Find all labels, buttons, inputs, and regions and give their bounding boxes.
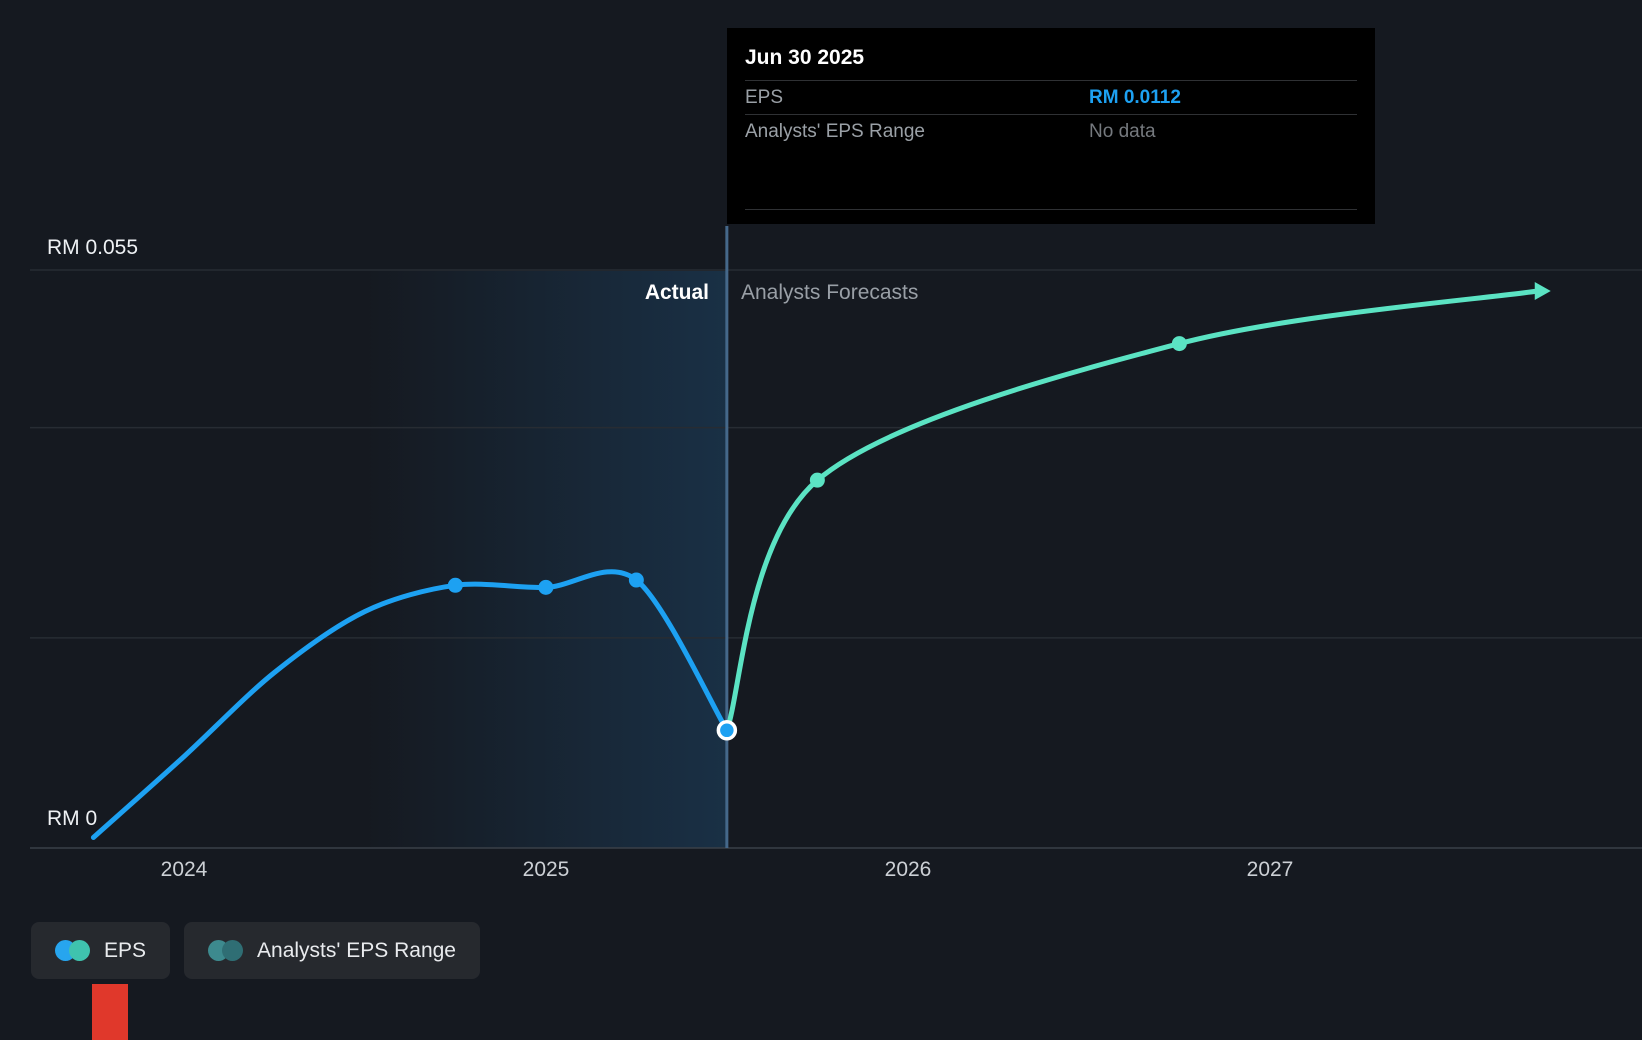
tooltip-row-eps: EPS RM 0.0112 — [745, 81, 1357, 114]
tooltip-range-value: No data — [1089, 120, 1156, 142]
tooltip-eps-value: RM 0.0112 — [1089, 86, 1181, 108]
x-tick-2026: 2026 — [884, 858, 932, 881]
tooltip-divider — [745, 114, 1357, 115]
current-point-marker[interactable] — [716, 720, 738, 741]
eps-legend-dots-icon — [55, 940, 90, 961]
forecast-point-marker[interactable] — [809, 472, 825, 488]
eps-range-legend-dots-icon — [208, 940, 244, 961]
chart-tooltip: Jun 30 2025 EPS RM 0.0112 Analysts' EPS … — [727, 28, 1375, 224]
eps-teal-dot-icon — [69, 940, 90, 961]
highlight-band — [364, 271, 727, 848]
tooltip-eps-label: EPS — [745, 86, 784, 108]
y-axis-min-label: RM 0 — [47, 807, 98, 830]
forecast-zone-label: Analysts Forecasts — [741, 281, 919, 304]
tooltip-divider — [745, 80, 1357, 81]
legend-eps-range-button[interactable]: Analysts' EPS Range — [184, 922, 480, 979]
forecast-point-marker[interactable] — [1171, 336, 1187, 352]
legend-eps-label: EPS — [104, 938, 147, 962]
legend: EPS Analysts' EPS Range — [31, 922, 480, 979]
legend-eps-button[interactable]: EPS — [31, 922, 171, 979]
red-mark — [92, 984, 128, 1040]
tooltip-range-label: Analysts' EPS Range — [745, 120, 925, 142]
tooltip-date: Jun 30 2025 — [745, 46, 865, 69]
tooltip-spacer — [745, 148, 1357, 209]
eps-point-marker[interactable] — [628, 572, 644, 588]
range-dot-icon-2 — [222, 940, 244, 961]
eps-point-marker[interactable] — [538, 579, 554, 595]
x-tick-2025: 2025 — [522, 858, 570, 881]
y-axis-max-label: RM 0.055 — [47, 236, 139, 259]
forecast-line[interactable] — [724, 288, 1541, 733]
tooltip-bottom-divider — [745, 209, 1357, 210]
tooltip-row-eps-range: Analysts' EPS Range No data — [745, 115, 1357, 148]
x-tick-2027: 2027 — [1246, 858, 1294, 881]
legend-eps-range-label: Analysts' EPS Range — [257, 938, 456, 962]
actual-zone-label: Actual — [644, 281, 709, 304]
forecast-end-arrow-icon — [1534, 282, 1551, 301]
x-tick-2024: 2024 — [160, 858, 208, 881]
eps-point-marker[interactable] — [447, 577, 463, 593]
